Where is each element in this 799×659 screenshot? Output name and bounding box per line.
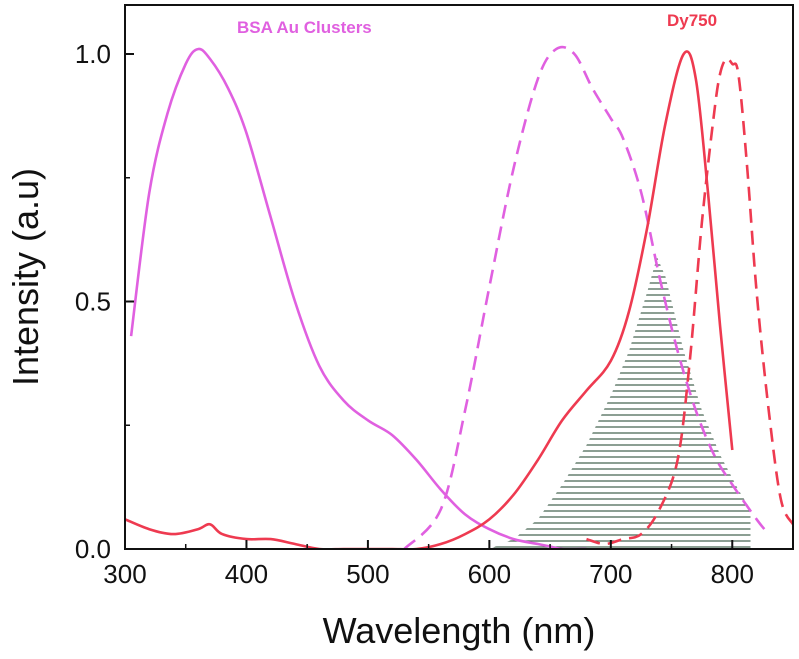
x-tick-label: 700: [589, 559, 632, 589]
x-tick-label: 300: [103, 559, 146, 589]
x-tick-label: 500: [346, 559, 389, 589]
x-axis-title: Wavelength (nm): [323, 610, 596, 651]
y-tick-label: 0.5: [75, 287, 111, 317]
series-line-dy750-emission: [586, 57, 793, 546]
x-tick-label: 400: [225, 559, 268, 589]
plot-frame: [124, 4, 794, 550]
series-line-dy750-absorption: [125, 50, 734, 549]
ticks-layer: 300 400 500 600 700 800 0.0 0.5 1.0: [75, 39, 754, 589]
series-line-bsa-au-clusters-absorption: [129, 47, 587, 549]
y-axis-title: Intensity (a.u): [5, 168, 46, 386]
overlap-shade-layer: [489, 256, 751, 549]
overlap-hatched-area: [489, 256, 751, 549]
legend-label-bsa: BSA Au Clusters: [237, 18, 372, 37]
x-tick-label: 800: [711, 559, 754, 589]
legend-label-dy750: Dy750: [667, 11, 717, 30]
x-tick-label: 600: [468, 559, 511, 589]
series-layer: [125, 45, 793, 549]
y-tick-label: 0.0: [75, 534, 111, 564]
y-tick-label: 1.0: [75, 39, 111, 69]
series-line-bsa-au-clusters-emission: [403, 45, 770, 549]
